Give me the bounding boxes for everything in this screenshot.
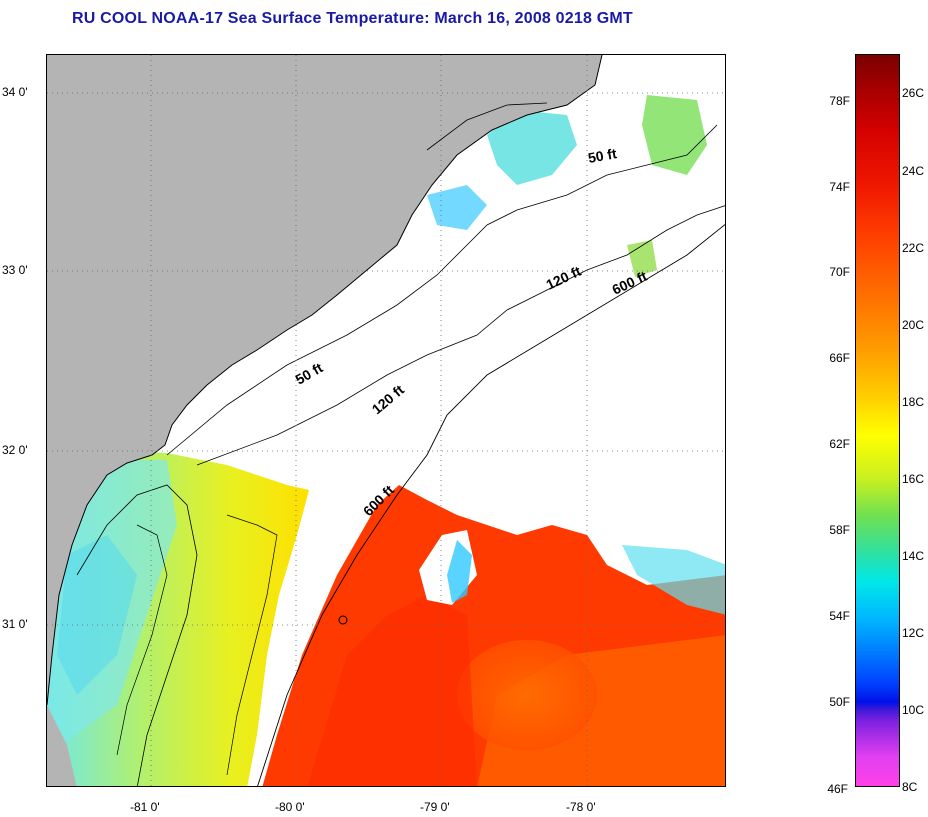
sst-map-canvas: 50 ft 120 ft 600 ft 50 ft 120 ft 600 ft <box>47 55 725 786</box>
temperature-colorbar <box>855 54 900 787</box>
colorbar-c-label: 18C <box>902 395 925 409</box>
contour-label: 120 ft <box>369 381 408 417</box>
colorbar-f-label: 74F <box>829 180 850 194</box>
contour-label: 120 ft <box>544 263 584 293</box>
colorbar-c-label: 12C <box>902 626 925 640</box>
lat-label: 32 0' <box>2 443 28 457</box>
colorbar-f-label: 62F <box>829 437 850 451</box>
lat-label: 33 0' <box>2 263 28 277</box>
colorbar-c-label: 8C <box>902 780 918 794</box>
coastline <box>47 55 603 706</box>
contour-50ft <box>166 124 718 456</box>
colorbar-c-label: 24C <box>902 164 925 178</box>
colorbar-c-label: 20C <box>902 318 925 332</box>
lat-label: 31 0' <box>2 617 28 631</box>
sst-map[interactable]: 50 ft 120 ft 600 ft 50 ft 120 ft 600 ft <box>46 54 726 787</box>
contour-120ft <box>196 205 725 466</box>
colorbar-c-label: 26C <box>902 86 925 100</box>
colorbar-f-label: 46F <box>827 782 848 796</box>
land-region <box>47 55 602 705</box>
lon-label: -79 0' <box>420 800 450 814</box>
contour-label: 600 ft <box>610 268 650 298</box>
colorbar-c-label: 22C <box>902 241 925 255</box>
colorbar-f-label: 58F <box>829 523 850 537</box>
colorbar-f-label: 70F <box>829 265 850 279</box>
contour-label: 50 ft <box>293 359 326 387</box>
colorbar-f-label: 78F <box>829 94 850 108</box>
contour-label: 50 ft <box>587 145 618 166</box>
colorbar-f-label: 50F <box>829 695 850 709</box>
lon-label: -80 0' <box>275 800 305 814</box>
lon-label: -78 0' <box>566 800 596 814</box>
colorbar-c-label: 14C <box>902 549 925 563</box>
lat-label: 34 0' <box>2 85 28 99</box>
contour-600ft <box>257 224 725 786</box>
graticule <box>47 55 725 786</box>
colorbar-f-label: 54F <box>829 609 850 623</box>
map-title: RU COOL NOAA-17 Sea Surface Temperature:… <box>72 10 633 27</box>
colorbar-c-label: 16C <box>902 472 925 486</box>
colorbar-f-label: 66F <box>829 351 850 365</box>
lon-label: -81 0' <box>130 800 160 814</box>
colorbar-c-label: 10C <box>902 703 925 717</box>
